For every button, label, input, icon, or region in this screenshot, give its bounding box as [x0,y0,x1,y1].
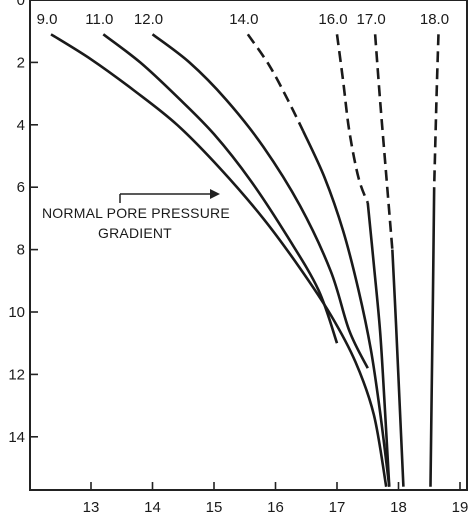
y-tick-label: 14 [8,429,25,446]
curve-dashed-segment [335,34,369,204]
x-tick-label: 18 [390,499,407,516]
curve-dashed-segment [432,34,440,188]
annotation-line-2: GRADIENT [98,225,172,241]
annotation-arrow-icon [119,189,220,203]
curve-line [151,33,369,369]
x-tick-label: 15 [206,499,223,516]
y-tick-label: 0 [17,0,25,9]
y-tick-label: 8 [17,242,25,259]
curve-label: 16.0 [318,11,347,28]
y-tick-label: 10 [8,304,25,321]
y-tick-label: 12 [8,366,25,383]
curve-labels-group: 9.0 11.0 12.0 14.0 16.0 17.0 18.0 [37,11,449,28]
annotation-line-1: NORMAL PORE PRESSURE [42,205,230,221]
curves-group [50,33,440,487]
y-tick-label: 2 [17,54,25,71]
curve-label: 12.0 [134,11,163,28]
y-tick-label: 4 [17,117,25,134]
curve-solid-segment [391,249,405,487]
plot-frame [29,0,468,491]
x-tick-label: 13 [83,499,100,516]
curve-solid-segment [301,130,391,487]
x-tick-label: 14 [144,499,161,516]
curve-label: 18.0 [420,11,449,28]
curve-label: 11.0 [85,11,113,28]
curve-line [50,33,388,487]
curve-label: 14.0 [229,11,258,28]
x-tick-label: 17 [329,499,346,516]
curve-line [102,33,339,344]
x-axis: 13 14 15 16 17 18 19 [83,482,469,516]
plot-border [29,0,468,491]
curve-label: 9.0 [37,11,58,28]
y-axis: 0 2 4 6 8 10 12 14 [8,0,38,446]
curve-solid-segment [429,187,436,487]
y-tick-label: 6 [17,179,25,196]
curve-solid-segment [366,202,391,487]
curve-label: 17.0 [357,11,386,28]
x-tick-label: 19 [452,499,469,516]
normal-pore-pressure-annotation: NORMAL PORE PRESSURE GRADIENT [42,189,230,241]
curve-dashed-segment [373,34,394,250]
curve-dashed-segment [246,33,305,132]
x-tick-label: 16 [267,499,284,516]
